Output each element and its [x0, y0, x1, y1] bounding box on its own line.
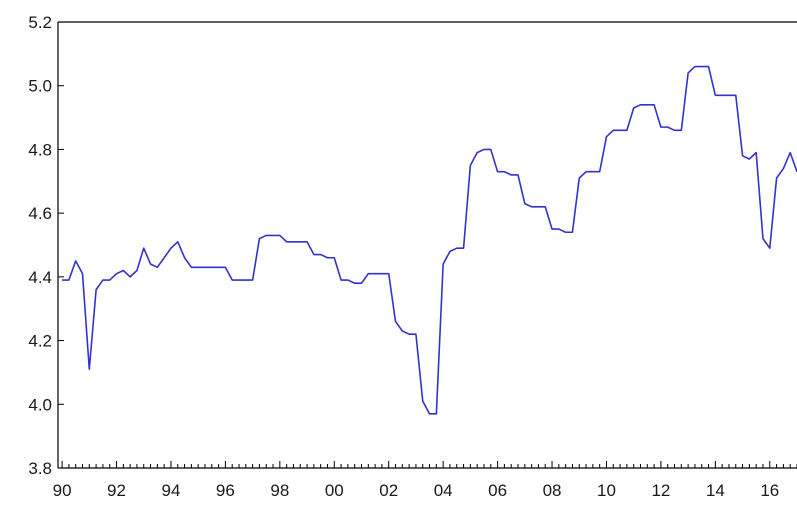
x-tick-label: 06 — [488, 481, 507, 500]
y-tick-label: 3.8 — [28, 459, 52, 478]
series-line — [62, 65, 797, 415]
x-tick-label: 08 — [543, 481, 562, 500]
x-tick-label: 16 — [760, 481, 779, 500]
y-tick-label: 4.4 — [28, 268, 52, 287]
x-tick-label: 12 — [651, 481, 670, 500]
x-tick-label: 94 — [161, 481, 180, 500]
x-tick-label: 10 — [597, 481, 616, 500]
x-tick-label: 04 — [434, 481, 453, 500]
x-tick-label: 96 — [216, 481, 235, 500]
y-tick-label: 4.2 — [28, 332, 52, 351]
y-tick-label: 5.0 — [28, 77, 52, 96]
y-axis-ticks: 3.8 4.0 4.2 4.4 4.6 4.8 5.0 5.2 — [28, 13, 64, 478]
y-tick-label: 4.0 — [28, 395, 52, 414]
x-tick-label: 00 — [325, 481, 344, 500]
x-tick-label: 90 — [53, 481, 72, 500]
x-tick-label: 14 — [706, 481, 725, 500]
plot-frame — [57, 21, 797, 469]
y-tick-label: 4.8 — [28, 140, 52, 159]
x-axis-ticks: 90 92 94 96 98 00 02 04 06 08 10 12 14 16 — [53, 461, 797, 500]
y-tick-label: 4.6 — [28, 204, 52, 223]
x-tick-label: 98 — [270, 481, 289, 500]
y-tick-label: 5.2 — [28, 13, 52, 32]
x-tick-label: 02 — [379, 481, 398, 500]
series-layer — [62, 65, 797, 415]
x-tick-label: 92 — [107, 481, 126, 500]
